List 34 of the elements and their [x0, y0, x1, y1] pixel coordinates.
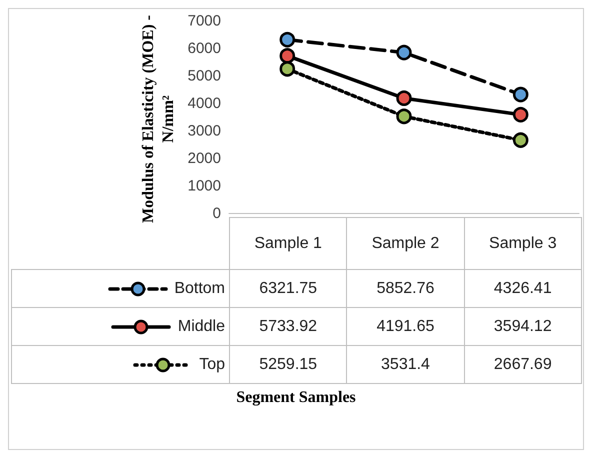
y-tick-label: 2000: [188, 150, 221, 167]
point: [396, 90, 412, 106]
point: [396, 108, 412, 124]
y-tick-label: 3000: [188, 122, 221, 140]
legend-label: Middle: [12, 308, 230, 346]
x-tick-label: Sample 2: [346, 218, 464, 270]
y-tick-label: 0: [212, 205, 221, 222]
point: [280, 32, 296, 48]
y-tick-label: 6000: [188, 40, 221, 57]
data-label: 2667.69: [464, 346, 582, 384]
data-label: 4326.41: [464, 270, 582, 308]
point: [396, 44, 412, 60]
y-tick-label: 4000: [188, 95, 221, 112]
y-tick-label: 7000: [188, 12, 221, 30]
y-axis-title: Modulus of Elasticity (MOE) - N/mm²: [139, 14, 178, 225]
data-label: 5852.76: [346, 270, 464, 308]
point: [512, 106, 528, 122]
y-tick-label: 5000: [188, 68, 221, 84]
point: [280, 61, 296, 77]
x-tick-label: Sample 1: [230, 218, 347, 270]
data-label: 5259.15: [230, 346, 347, 384]
text: Segment Samples: [235, 389, 357, 407]
point: [512, 132, 528, 148]
data-label: 4191.65: [346, 308, 464, 346]
data-label: 3531.4: [346, 346, 464, 384]
legend-label: Bottom: [12, 270, 230, 308]
legend-label: Top: [12, 346, 230, 384]
point: [512, 86, 528, 102]
data-label: 5733.92: [230, 308, 347, 346]
point: [280, 48, 296, 64]
x-tick-label: Sample 3: [464, 218, 582, 270]
data-label: 3594.12: [464, 308, 582, 346]
data-label: 6321.75: [230, 270, 347, 308]
y-tick-label: 1000: [188, 178, 221, 194]
